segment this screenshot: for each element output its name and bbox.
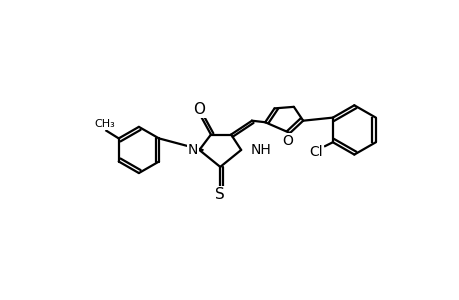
Text: CH₃: CH₃ [94, 119, 115, 129]
Text: NH: NH [250, 143, 271, 157]
Text: S: S [215, 187, 224, 202]
Text: O: O [193, 102, 205, 117]
Text: Cl: Cl [308, 145, 322, 159]
Text: O: O [282, 134, 292, 148]
Text: N: N [188, 143, 198, 157]
